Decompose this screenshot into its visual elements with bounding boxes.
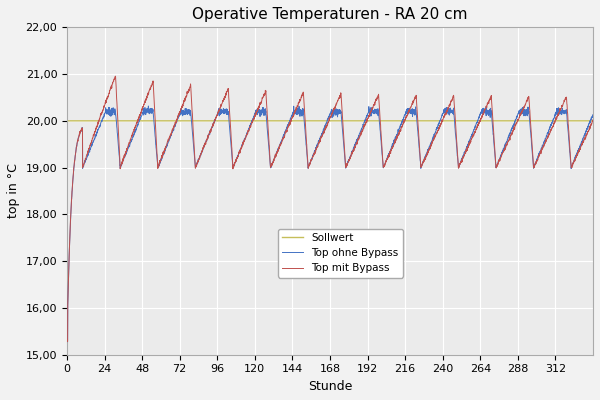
Sollwert <box>239 118 247 123</box>
Sollwert <box>106 118 113 123</box>
Top mit Bypass <box>577 144 584 149</box>
Top mit Bypass <box>112 74 119 78</box>
Sollwert <box>64 118 71 123</box>
Top ohne Bypass <box>64 338 71 343</box>
Top mit Bypass <box>323 123 330 128</box>
Top ohne Bypass <box>240 140 247 144</box>
Top ohne Bypass <box>577 142 584 146</box>
Legend: Sollwert, Top ohne Bypass, Top mit Bypass: Sollwert, Top ohne Bypass, Top mit Bypas… <box>278 229 403 278</box>
Title: Operative Temperaturen - RA 20 cm: Operative Temperaturen - RA 20 cm <box>192 7 468 22</box>
Line: Top mit Bypass: Top mit Bypass <box>67 76 593 342</box>
Top ohne Bypass <box>64 340 71 344</box>
Top mit Bypass <box>64 339 71 344</box>
Sollwert <box>589 118 596 123</box>
Top ohne Bypass <box>381 162 388 167</box>
X-axis label: Stunde: Stunde <box>308 380 352 393</box>
Top mit Bypass <box>589 117 596 122</box>
Top ohne Bypass <box>323 120 330 124</box>
Sollwert <box>323 118 330 123</box>
Sollwert <box>577 118 584 123</box>
Top ohne Bypass <box>242 134 250 139</box>
Top ohne Bypass <box>589 112 596 117</box>
Top mit Bypass <box>240 141 247 146</box>
Sollwert <box>380 118 388 123</box>
Top mit Bypass <box>106 88 113 93</box>
Top ohne Bypass <box>145 104 152 108</box>
Y-axis label: top in °C: top in °C <box>7 164 20 218</box>
Top mit Bypass <box>381 164 388 168</box>
Sollwert <box>242 118 249 123</box>
Top mit Bypass <box>242 135 250 140</box>
Top ohne Bypass <box>106 111 113 116</box>
Line: Top ohne Bypass: Top ohne Bypass <box>67 106 593 342</box>
Top mit Bypass <box>64 338 71 342</box>
